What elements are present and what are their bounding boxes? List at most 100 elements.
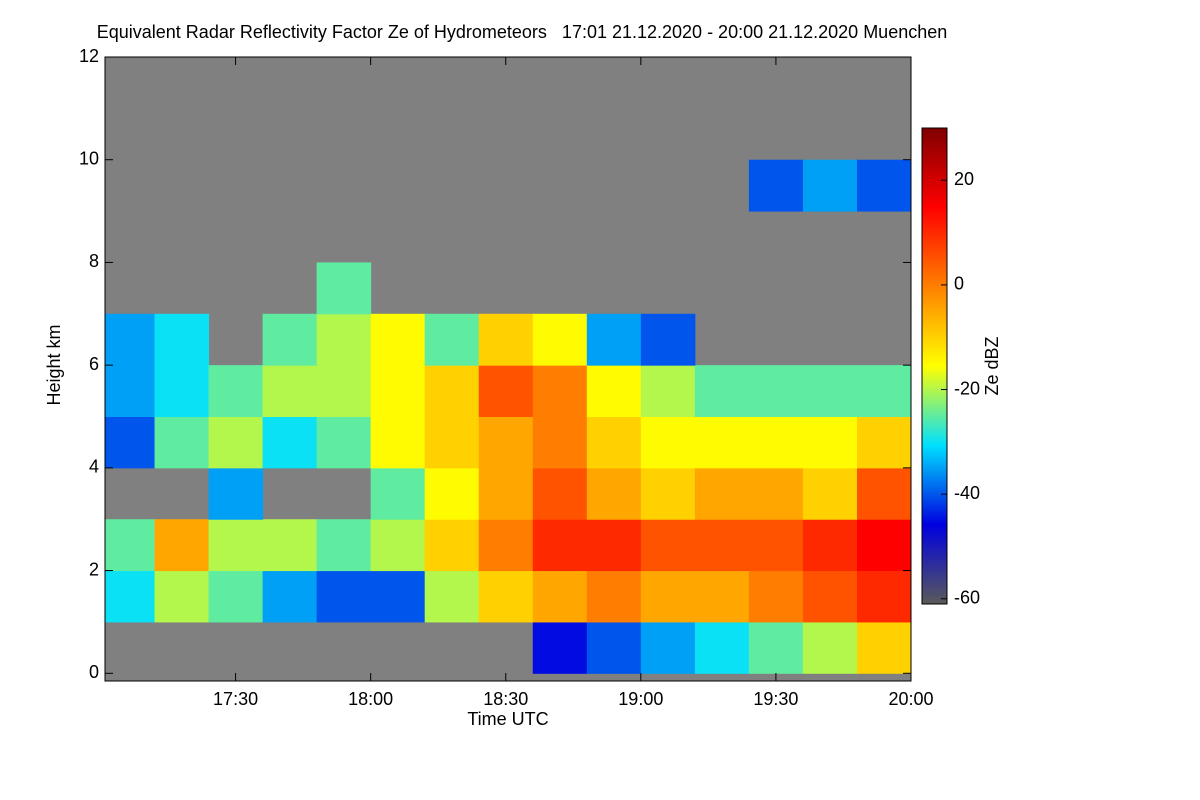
colorbar-tick-label: -40 [954, 483, 980, 503]
cell [154, 519, 210, 572]
y-axis-label: Height km [44, 324, 64, 405]
cell [586, 621, 642, 674]
cell [748, 519, 804, 572]
cell [694, 570, 750, 623]
cell [154, 416, 210, 469]
cell [262, 416, 318, 469]
cell [262, 313, 318, 366]
cell [424, 570, 480, 623]
cell [316, 262, 372, 315]
x-tick-label: 20:00 [888, 689, 933, 709]
cell [748, 416, 804, 469]
cell [748, 570, 804, 623]
colorbar-tick-label: -20 [954, 378, 980, 398]
y-tick-label: 0 [89, 662, 99, 682]
x-tick-label: 17:30 [213, 689, 258, 709]
cell [532, 416, 588, 469]
cell [748, 467, 804, 520]
cell [316, 570, 372, 623]
cell [802, 159, 858, 212]
cell [370, 570, 426, 623]
cell [640, 570, 696, 623]
cell [370, 467, 426, 520]
cell [424, 467, 480, 520]
colorbar-tick-label: 20 [954, 169, 974, 189]
cell [586, 416, 642, 469]
cell [208, 467, 264, 520]
y-tick-label: 8 [89, 251, 99, 271]
cell [640, 467, 696, 520]
y-tick-label: 12 [79, 46, 99, 66]
x-tick-label: 18:00 [348, 689, 393, 709]
cell [694, 365, 750, 418]
cell [532, 467, 588, 520]
cell [478, 519, 534, 572]
chart-title: Equivalent Radar Reflectivity Factor Ze … [97, 22, 948, 42]
y-tick-label: 10 [79, 148, 99, 168]
cell [802, 365, 858, 418]
cell [856, 519, 911, 572]
cell [640, 313, 696, 366]
cell [856, 159, 911, 212]
cell [478, 416, 534, 469]
cell [748, 159, 804, 212]
x-tick-label: 19:30 [753, 689, 798, 709]
x-tick-label: 18:30 [483, 689, 528, 709]
colorbar [921, 127, 948, 605]
cell [586, 365, 642, 418]
cell [802, 570, 858, 623]
cell [856, 570, 911, 623]
cell [424, 416, 480, 469]
x-tick-label: 19:00 [618, 689, 663, 709]
cell [856, 621, 911, 674]
cell [478, 570, 534, 623]
cell [370, 519, 426, 572]
cell [586, 467, 642, 520]
cell [316, 519, 372, 572]
cell [532, 570, 588, 623]
colorbar-label: Ze dBZ [982, 336, 1002, 395]
cell [370, 416, 426, 469]
cell [370, 313, 426, 366]
cell [262, 570, 318, 623]
cell [208, 570, 264, 623]
cell [262, 365, 318, 418]
heatmap [105, 159, 911, 674]
cell [154, 365, 210, 418]
cell [105, 519, 156, 572]
cell [478, 467, 534, 520]
cell [856, 416, 911, 469]
cell [316, 365, 372, 418]
cell [802, 416, 858, 469]
cell [316, 416, 372, 469]
plot-frame [104, 56, 912, 682]
cell [478, 365, 534, 418]
cell [640, 621, 696, 674]
cell [694, 416, 750, 469]
cell [154, 313, 210, 366]
cell [802, 519, 858, 572]
cell [370, 365, 426, 418]
cell [478, 313, 534, 366]
colorbar-tick-label: 0 [954, 274, 964, 294]
cell [105, 365, 156, 418]
cell [532, 365, 588, 418]
cell [640, 519, 696, 572]
cell [262, 519, 318, 572]
cell [802, 467, 858, 520]
cell [316, 313, 372, 366]
cell [532, 519, 588, 572]
cell [640, 365, 696, 418]
cell [802, 621, 858, 674]
cell [694, 467, 750, 520]
cell [640, 416, 696, 469]
cell [154, 570, 210, 623]
cell [424, 313, 480, 366]
cell [208, 365, 264, 418]
cell [532, 621, 588, 674]
colorbar-tick-label: -60 [954, 588, 980, 608]
cell [105, 313, 156, 366]
cell [856, 467, 911, 520]
cell [208, 519, 264, 572]
